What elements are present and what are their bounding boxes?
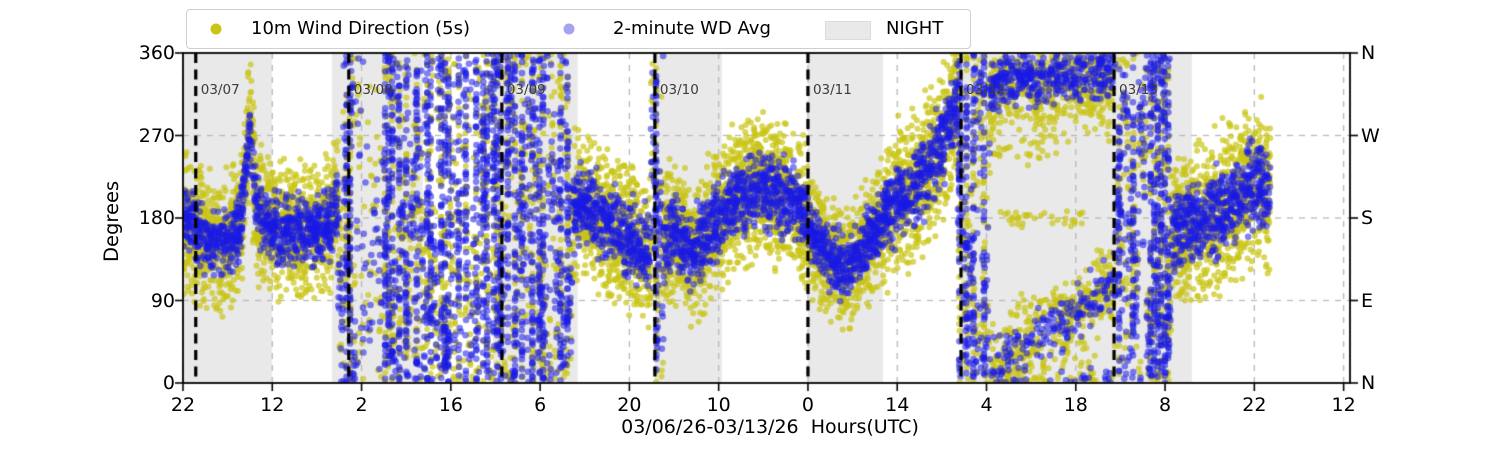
compass-label-N-0: N [1361,372,1376,394]
x-tick-label-2: 2 [355,394,368,416]
date-label-03-10: 03/10 [659,82,699,98]
x-tick-label-11: 8 [1159,394,1172,416]
date-label-03-07: 03/07 [200,82,240,98]
wd-avg-legend-dot-icon [563,23,575,35]
compass-label-S-2: S [1361,207,1374,229]
x-axis-label: 03/06/26-03/13/26 Hours(UTC) [621,416,919,438]
wind-5s-legend-dot-icon [210,23,222,35]
night-legend-label: NIGHT [886,18,944,39]
compass-label-W-3: W [1361,124,1380,147]
x-tick-label-12: 22 [1242,394,1267,416]
x-tick-label-7: 0 [801,394,814,416]
x-tick-label-9: 4 [980,394,993,416]
x-tick-label-10: 18 [1063,394,1088,416]
y-tick-label-90: 90 [150,289,175,312]
compass-label-E-1: E [1361,289,1374,312]
x-tick-label-6: 10 [706,394,731,416]
date-label-03-08: 03/08 [353,82,393,98]
y-tick-label-360: 360 [138,42,175,64]
wd-avg-legend-label: 2-minute WD Avg [613,18,771,39]
date-label-03-12: 03/12 [966,82,1005,98]
date-label-03-11: 03/11 [812,82,852,98]
date-label-03-09: 03/09 [506,82,546,98]
legend: 10m Wind Direction (5s) 2-minute WD Avg … [186,9,971,49]
x-tick-label-5: 20 [617,394,642,416]
night-legend-patch-icon [825,21,871,40]
x-tick-label-3: 16 [438,394,463,416]
y-tick-label-0: 0 [162,372,175,394]
x-tick-label-1: 12 [260,394,285,416]
x-tick-label-0: 22 [170,394,196,416]
wind-5s-legend-label: 10m Wind Direction (5s) [251,18,471,39]
date-label-03-13: 03/13 [1119,82,1158,98]
x-tick-label-8: 14 [885,394,910,416]
x-tick-label-4: 6 [534,394,547,416]
x-tick-label-13: 12 [1331,394,1356,416]
y-tick-label-180: 180 [138,207,175,229]
y-tick-label-270: 270 [138,124,175,147]
compass-label-N-4: N [1361,42,1376,64]
